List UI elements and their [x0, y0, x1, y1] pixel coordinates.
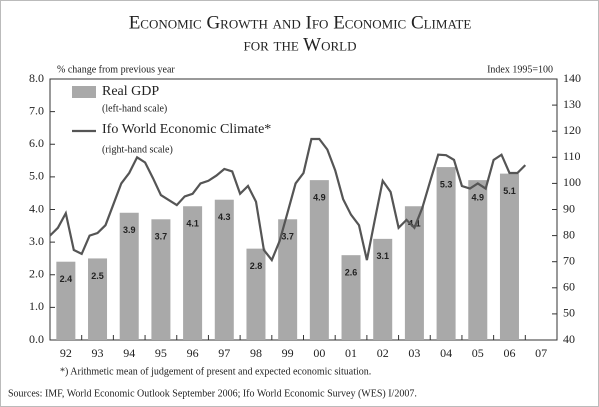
y2-tick-label: 130 [563, 97, 581, 111]
y-tick-label: 6.0 [29, 136, 44, 150]
chart-title: for the World [243, 34, 356, 55]
y-tick-label: 4.0 [29, 201, 44, 215]
y2-tick-label: 120 [563, 123, 581, 137]
y-tick-label: 3.0 [29, 234, 44, 248]
bar [246, 248, 266, 340]
chart-title: Economic Growth and Ifo Economic Climate [129, 12, 472, 33]
x-tick-label: 97 [218, 346, 230, 360]
y2-tick-label: 60 [563, 280, 575, 294]
bar [151, 219, 171, 340]
legend-label: Ifo World Economic Climate* [102, 122, 271, 137]
bar [183, 206, 203, 340]
legend-label: Real GDP [102, 84, 159, 99]
value-label: 3.9 [123, 225, 136, 235]
x-tick-label: 04 [440, 346, 452, 360]
legend-note: (right-hand scale) [102, 144, 173, 155]
bar [373, 238, 393, 340]
legend-note: (left-hand scale) [102, 103, 167, 114]
value-label: 4.1 [186, 219, 199, 229]
bar [468, 180, 488, 340]
source: Sources: IMF, World Economic Outlook Sep… [8, 388, 417, 399]
x-tick-label: 94 [123, 346, 135, 360]
value-label: 2.5 [91, 271, 104, 281]
bar [404, 206, 424, 340]
x-tick-label: 96 [187, 346, 199, 360]
value-label: 4.1 [408, 219, 421, 229]
line [49, 137, 527, 263]
y-tick-label: 5.0 [29, 169, 44, 183]
y-tick-label: 0.0 [29, 332, 44, 346]
value-label: 3.7 [155, 232, 168, 242]
y2-tick-label: 100 [563, 175, 581, 189]
x-tick-label: 00 [313, 346, 325, 360]
bar [341, 255, 361, 340]
bar [499, 173, 519, 340]
x-tick-label: 07 [535, 346, 547, 360]
x-tick-label: 02 [377, 346, 389, 360]
y2-tick-label: 80 [563, 227, 575, 241]
y2-tick-label: 140 [563, 71, 581, 85]
bar [309, 180, 329, 340]
bar [436, 167, 456, 340]
bar [214, 199, 234, 340]
y2-tick-label: 110 [563, 149, 581, 163]
value-label: 4.3 [218, 212, 231, 222]
y-tick-label: 7.0 [29, 103, 44, 117]
x-tick-label: 01 [345, 346, 357, 360]
x-tick-label: 93 [92, 346, 104, 360]
y2-tick-label: 50 [563, 306, 575, 320]
value-label: 2.4 [60, 274, 73, 284]
y-tick-label: 8.0 [29, 71, 44, 85]
value-label: 3.7 [281, 232, 294, 242]
y2-axis-label: Index 1995=100 [487, 64, 553, 75]
value-label: 3.1 [376, 251, 389, 261]
x-tick-label: 92 [60, 346, 72, 360]
legend-swatch [72, 86, 96, 98]
x-tick-label: 05 [472, 346, 484, 360]
y2-tick-label: 70 [563, 253, 575, 267]
value-label: 5.3 [440, 179, 453, 189]
y-tick-label: 1.0 [29, 299, 44, 313]
bar [88, 258, 108, 340]
bar [119, 212, 139, 340]
value-label: 4.9 [313, 193, 326, 203]
y2-tick-label: 40 [563, 332, 575, 346]
value-label: 4.9 [472, 193, 485, 203]
x-tick-label: 98 [250, 346, 262, 360]
y-axis-label: % change from previous year [57, 64, 175, 75]
y2-tick-label: 90 [563, 201, 575, 215]
footnote: *) Arithmetic mean of judgement of prese… [60, 366, 371, 377]
bar [278, 219, 298, 340]
x-tick-label: 03 [408, 346, 420, 360]
x-tick-label: 95 [155, 346, 167, 360]
x-tick-label: 99 [282, 346, 294, 360]
value-label: 2.8 [250, 261, 263, 271]
value-label: 2.6 [345, 268, 358, 278]
bar [56, 261, 76, 340]
y-tick-label: 2.0 [29, 267, 44, 281]
x-tick-label: 06 [503, 346, 515, 360]
value-label: 5.1 [503, 186, 516, 196]
